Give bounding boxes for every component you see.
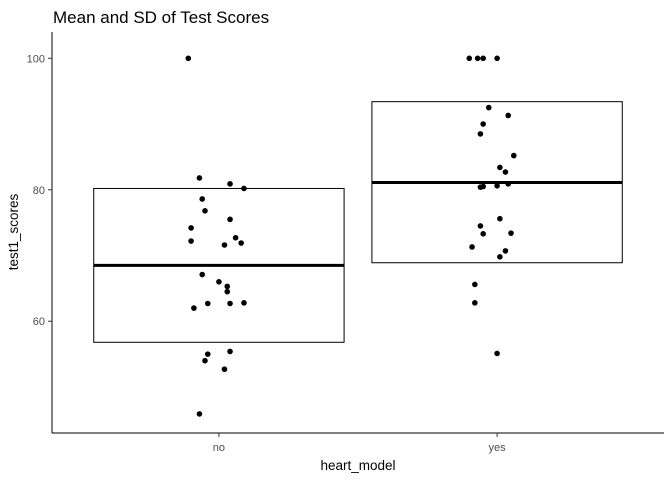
- y-tick-label: 80: [33, 185, 45, 197]
- data-point-no: [241, 185, 247, 192]
- data-point-no: [185, 55, 192, 62]
- data-point-no: [227, 300, 233, 307]
- data-point-no: [199, 196, 206, 202]
- data-point-no: [221, 242, 228, 248]
- data-point-yes: [508, 230, 514, 236]
- data-point-no: [196, 175, 203, 181]
- data-point-no: [238, 240, 244, 246]
- data-point-no: [202, 357, 208, 364]
- points-layer: [185, 55, 517, 417]
- x-ticks: no yes: [213, 433, 506, 454]
- data-point-yes: [466, 55, 473, 62]
- data-point-no: [196, 411, 203, 417]
- data-point-yes: [485, 104, 492, 111]
- data-point-yes: [477, 184, 484, 190]
- data-point-yes: [505, 181, 512, 187]
- y-axis-title: test1_scores: [6, 193, 21, 270]
- data-point-yes: [480, 231, 486, 237]
- data-point-yes: [502, 248, 509, 254]
- data-point-yes: [502, 169, 509, 175]
- data-point-no: [216, 279, 222, 285]
- data-point-yes: [497, 254, 503, 260]
- data-point-yes: [474, 55, 481, 62]
- x-axis-title: heart_model: [320, 458, 395, 473]
- data-point-yes: [505, 112, 512, 119]
- data-point-no: [224, 288, 231, 295]
- data-point-yes: [494, 55, 500, 62]
- data-point-yes: [494, 350, 500, 357]
- data-point-yes: [497, 215, 503, 222]
- data-point-yes: [477, 131, 484, 137]
- data-point-no: [199, 271, 206, 278]
- data-point-yes: [480, 55, 486, 62]
- plot-area: 60 80 100 no yes: [27, 32, 664, 454]
- y-ticks: 60 80 100: [27, 53, 52, 328]
- data-point-yes: [472, 300, 478, 306]
- data-point-no: [241, 300, 247, 306]
- data-point-yes: [472, 281, 478, 288]
- data-point-no: [232, 234, 239, 241]
- data-point-yes: [480, 121, 486, 127]
- data-point-no: [227, 348, 233, 355]
- data-point-no: [221, 366, 228, 373]
- summary-layer: [93, 101, 623, 343]
- data-point-yes: [477, 223, 484, 229]
- y-tick-label: 100: [27, 53, 45, 65]
- data-point-no: [191, 305, 197, 311]
- data-point-yes: [494, 183, 500, 189]
- data-point-no: [188, 238, 194, 244]
- data-point-no: [227, 181, 233, 187]
- x-tick-label: no: [213, 442, 225, 454]
- data-point-yes: [497, 164, 503, 171]
- data-point-no: [202, 208, 208, 214]
- data-point-no: [204, 351, 211, 357]
- data-point-no: [188, 225, 194, 231]
- data-point-yes: [469, 244, 475, 250]
- chart-title: Mean and SD of Test Scores: [53, 8, 269, 27]
- y-tick-label: 60: [33, 316, 45, 328]
- data-point-no: [227, 216, 233, 223]
- x-tick-label: yes: [489, 442, 507, 454]
- data-point-no: [224, 283, 231, 290]
- data-point-yes: [510, 152, 517, 159]
- data-point-no: [204, 300, 211, 307]
